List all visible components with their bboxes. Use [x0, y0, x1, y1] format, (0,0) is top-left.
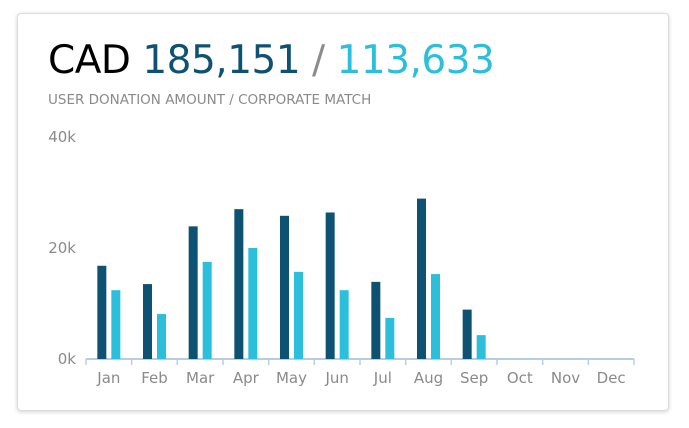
x-tick-label: May	[276, 369, 307, 387]
x-tick-label: Jul	[373, 369, 392, 387]
amount-separator: /	[312, 38, 325, 83]
x-tick-label: Sep	[460, 369, 488, 387]
x-tick-label: Oct	[507, 369, 533, 387]
user-donation-amount: 185,151	[142, 38, 301, 83]
y-tick-label: 0k	[58, 350, 77, 368]
corporate-match-bar	[111, 290, 121, 359]
x-tick-label: Dec	[597, 369, 626, 387]
currency-label: CAD	[48, 38, 131, 83]
y-tick-label: 20k	[48, 239, 76, 257]
corporate-match-bar	[339, 290, 349, 359]
x-tick-label: Apr	[233, 369, 260, 387]
x-tick-label: Jun	[324, 369, 348, 387]
x-tick-label: Nov	[551, 369, 580, 387]
x-tick-label: Feb	[141, 369, 168, 387]
corporate-match-amount: 113,633	[336, 38, 495, 83]
user-donation-bar	[143, 284, 152, 359]
donation-totals-headline: CAD 185,151 / 113,633	[48, 38, 495, 83]
user-donation-bar	[97, 265, 107, 359]
user-donation-bar	[280, 215, 289, 359]
y-tick-label: 40k	[48, 128, 76, 146]
user-donation-bar	[188, 226, 198, 359]
x-tick-label: Mar	[186, 369, 215, 387]
corporate-match-bar	[157, 314, 166, 359]
user-donation-bar	[417, 198, 426, 359]
user-donation-bar	[371, 281, 381, 359]
x-tick-label: Jan	[96, 369, 120, 387]
corporate-match-bar	[202, 261, 212, 359]
corporate-match-bar	[476, 335, 486, 359]
user-donation-bar	[234, 209, 244, 359]
corporate-match-bar	[248, 248, 258, 359]
corporate-match-bar	[385, 317, 395, 359]
user-donation-bar	[325, 212, 335, 359]
chart-subtitle: USER DONATION AMOUNT / CORPORATE MATCH	[48, 92, 372, 108]
user-donation-bar	[462, 309, 472, 359]
corporate-match-bar	[431, 274, 440, 359]
x-tick-label: Aug	[414, 369, 443, 387]
corporate-match-bar	[294, 271, 303, 359]
